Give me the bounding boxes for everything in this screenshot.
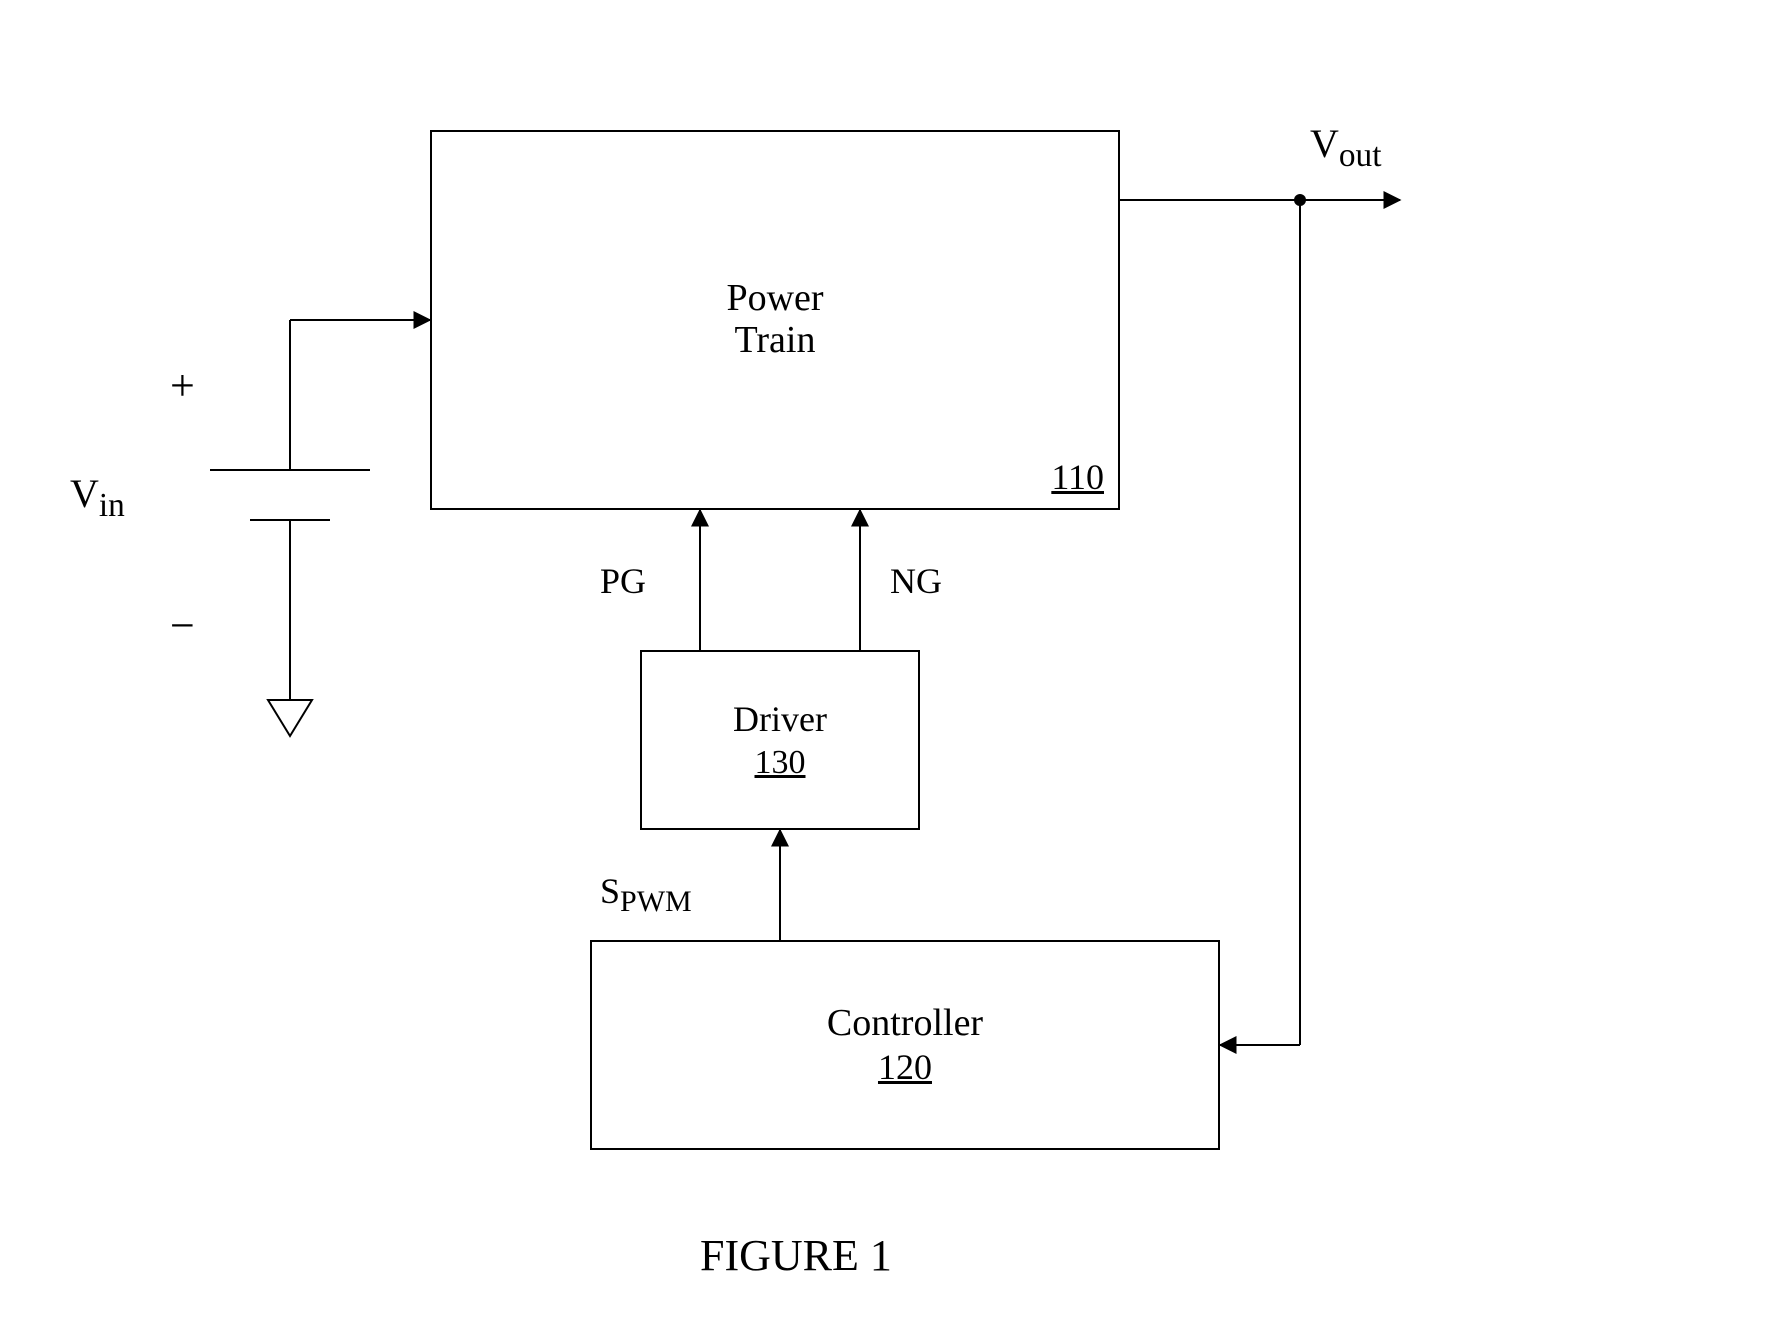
battery-symbol bbox=[210, 320, 370, 700]
node-vout bbox=[1294, 194, 1306, 206]
wiring-layer bbox=[0, 0, 1776, 1332]
ground-symbol bbox=[268, 700, 312, 736]
figure-canvas: Power Train 110 Driver 130 Controller 12… bbox=[0, 0, 1776, 1332]
